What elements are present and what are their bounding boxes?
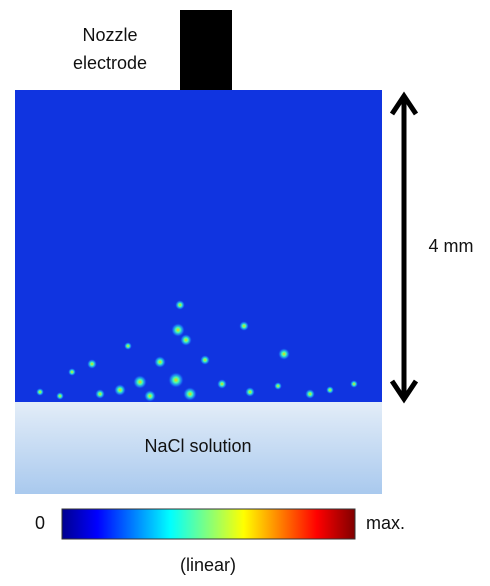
colorbar-scale-label: (linear) — [180, 555, 236, 575]
colorbar-max-label: max. — [366, 513, 405, 533]
nozzle-label-line: electrode — [73, 53, 147, 73]
colorbar — [61, 508, 356, 540]
nozzle-electrode — [180, 10, 232, 90]
solution — [15, 402, 382, 494]
colorbar-min-label: 0 — [35, 513, 45, 533]
nozzle-label-line: Nozzle — [82, 25, 137, 45]
scale-arrow — [389, 91, 419, 404]
emission-image — [15, 90, 382, 402]
scale-label: 4 mm — [429, 236, 474, 256]
solution-label: NaCl solution — [144, 436, 251, 456]
emission-spots — [36, 300, 358, 402]
